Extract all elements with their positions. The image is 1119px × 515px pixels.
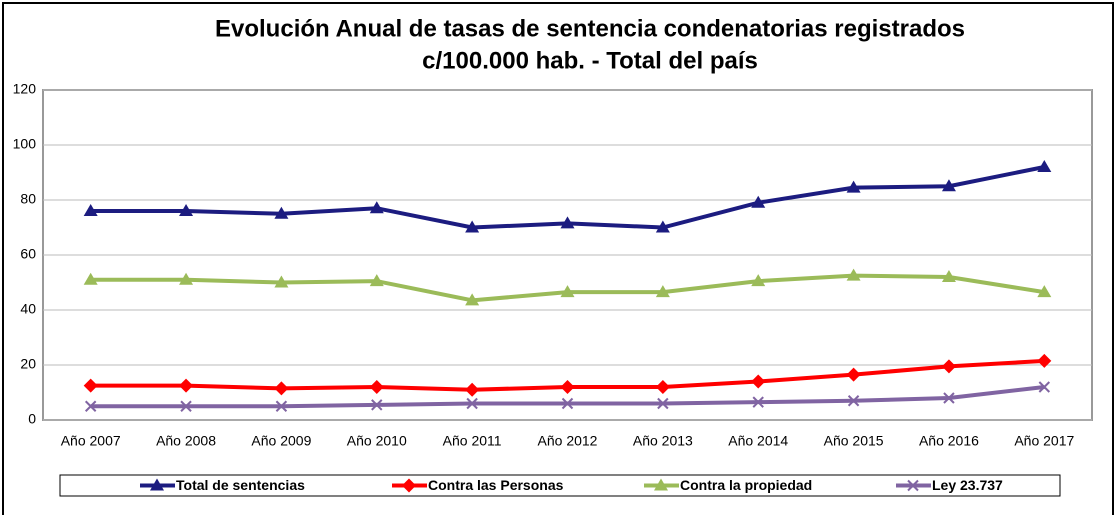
marker [466, 397, 478, 410]
legend-box [59, 474, 1061, 497]
marker [657, 397, 669, 410]
marker [275, 400, 288, 412]
marker [369, 380, 384, 394]
marker [84, 400, 97, 412]
marker [83, 204, 98, 216]
chart-subtitle: c/100.000 hab. - Total del país [422, 47, 758, 74]
marker [1038, 381, 1051, 393]
x-tick-label: Año 2017 [1014, 433, 1074, 449]
marker [941, 270, 956, 282]
y-tick-label: 60 [20, 246, 36, 262]
marker [274, 275, 289, 288]
marker [943, 392, 955, 404]
marker [83, 272, 98, 285]
legend-label: Contra la propiedad [680, 477, 812, 493]
marker [369, 201, 384, 214]
marker [907, 479, 919, 492]
legend-label: Total de sentencias [176, 477, 305, 493]
legend-label: Contra las Personas [428, 477, 564, 493]
marker [369, 274, 384, 287]
marker [83, 378, 98, 393]
marker [1037, 285, 1052, 298]
marker [751, 374, 766, 389]
marker [846, 180, 861, 193]
marker [179, 272, 194, 285]
marker [654, 478, 668, 491]
marker [179, 378, 194, 393]
marker [465, 220, 480, 233]
marker [847, 395, 860, 407]
marker [274, 206, 289, 219]
legend-label: Ley 23.737 [932, 477, 1003, 493]
x-tick-label: Año 2011 [443, 433, 502, 449]
y-tick-label: 120 [13, 81, 37, 97]
y-tick-label: 80 [20, 191, 36, 207]
marker [402, 478, 416, 493]
marker [1037, 353, 1052, 368]
marker [150, 478, 164, 491]
marker [655, 380, 670, 394]
x-tick-label: Año 2008 [156, 433, 216, 449]
marker [752, 396, 764, 408]
x-tick-label: Año 2015 [824, 433, 884, 449]
x-tick-label: Año 2009 [251, 433, 311, 449]
y-tick-label: 40 [20, 301, 36, 317]
marker [560, 216, 575, 229]
marker [465, 382, 480, 397]
marker [371, 399, 383, 411]
marker [180, 400, 192, 412]
marker [846, 367, 861, 382]
marker [655, 285, 670, 298]
marker [941, 359, 956, 374]
y-tick-label: 100 [13, 136, 37, 152]
marker [465, 293, 480, 306]
marker [179, 204, 194, 216]
x-tick-label: Año 2010 [347, 433, 407, 449]
x-tick-label: Año 2007 [61, 433, 121, 449]
marker [751, 195, 766, 208]
marker [560, 285, 575, 298]
marker [655, 220, 670, 233]
marker [560, 380, 575, 394]
marker [1037, 160, 1052, 172]
chart-title: Evolución Anual de tasas de sentencia co… [215, 15, 965, 42]
x-tick-label: Año 2014 [728, 433, 788, 449]
marker [751, 274, 766, 287]
x-tick-label: Año 2016 [919, 433, 979, 449]
x-tick-label: Año 2012 [538, 433, 598, 449]
marker [846, 268, 861, 281]
marker [561, 397, 574, 410]
marker [941, 179, 956, 192]
y-tick-label: 0 [28, 411, 36, 427]
marker [274, 381, 289, 396]
x-tick-label: Año 2013 [633, 433, 693, 449]
y-tick-label: 20 [20, 356, 36, 372]
